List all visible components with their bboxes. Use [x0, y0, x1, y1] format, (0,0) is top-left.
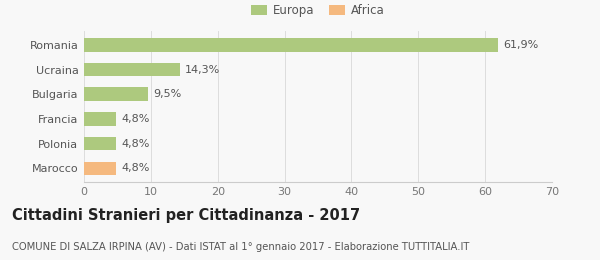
- Bar: [84, 137, 116, 151]
- Text: 14,3%: 14,3%: [185, 64, 220, 75]
- Bar: [84, 161, 116, 175]
- Text: 61,9%: 61,9%: [503, 40, 538, 50]
- Text: 9,5%: 9,5%: [153, 89, 181, 99]
- Text: 4,8%: 4,8%: [121, 163, 150, 173]
- Text: COMUNE DI SALZA IRPINA (AV) - Dati ISTAT al 1° gennaio 2017 - Elaborazione TUTTI: COMUNE DI SALZA IRPINA (AV) - Dati ISTAT…: [12, 242, 469, 252]
- Text: Cittadini Stranieri per Cittadinanza - 2017: Cittadini Stranieri per Cittadinanza - 2…: [12, 208, 360, 223]
- Text: 4,8%: 4,8%: [121, 114, 150, 124]
- Bar: [84, 87, 148, 101]
- Bar: [84, 38, 498, 52]
- Bar: [84, 63, 179, 76]
- Bar: [84, 112, 116, 126]
- Text: 4,8%: 4,8%: [121, 139, 150, 149]
- Legend: Europa, Africa: Europa, Africa: [248, 2, 388, 19]
